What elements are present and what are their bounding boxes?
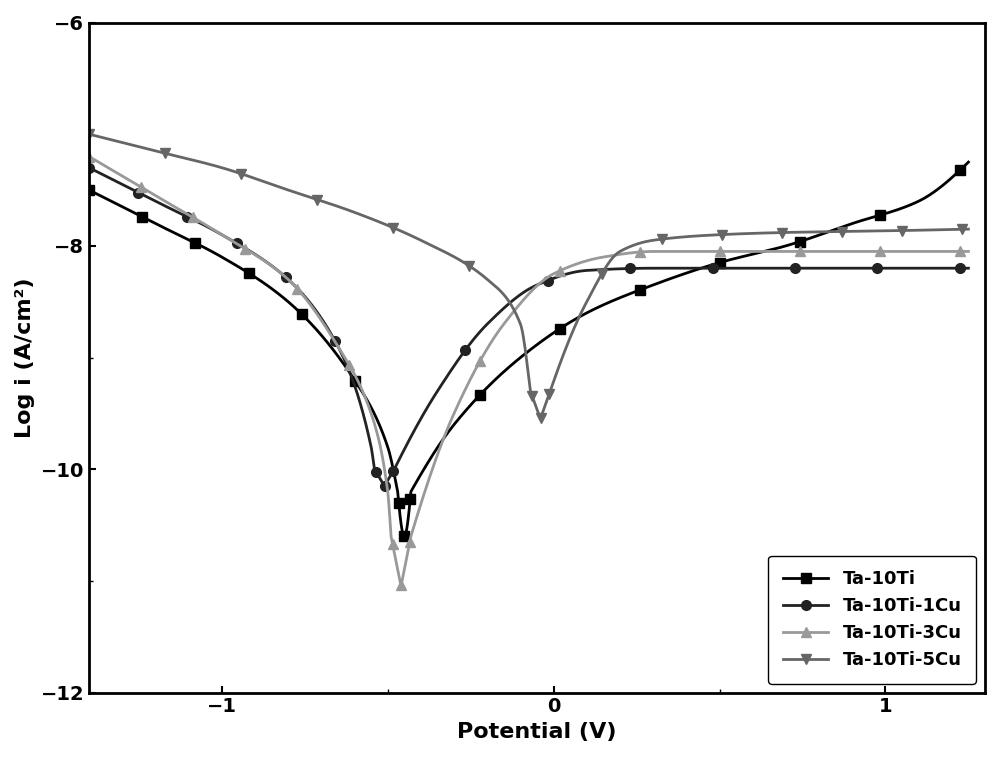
Line: Ta-10Ti-5Cu: Ta-10Ti-5Cu [84, 129, 973, 424]
Ta-10Ti-5Cu [618, 245, 630, 254]
Ta-10Ti [83, 185, 95, 195]
Ta-10Ti-1Cu [427, 394, 439, 403]
Ta-10Ti-5Cu [572, 314, 584, 323]
Ta-10Ti-5Cu [92, 132, 104, 141]
Line: Ta-10Ti-3Cu: Ta-10Ti-3Cu [84, 151, 973, 591]
Y-axis label: Log i (A/cm²): Log i (A/cm²) [15, 277, 35, 438]
X-axis label: Potential (V): Potential (V) [457, 722, 617, 742]
Ta-10Ti-3Cu [962, 247, 974, 256]
Ta-10Ti-1Cu [378, 481, 390, 491]
Ta-10Ti-1Cu [831, 263, 843, 273]
Ta-10Ti [89, 188, 101, 198]
Line: Ta-10Ti-1Cu: Ta-10Ti-1Cu [84, 163, 973, 491]
Ta-10Ti-5Cu [867, 226, 879, 235]
Ta-10Ti-5Cu [962, 225, 974, 234]
Ta-10Ti [962, 157, 974, 167]
Ta-10Ti-1Cu [83, 164, 95, 173]
Ta-10Ti-3Cu [442, 422, 454, 431]
Ta-10Ti-1Cu [376, 478, 388, 488]
Ta-10Ti-5Cu [534, 414, 546, 423]
Ta-10Ti-3Cu [89, 155, 101, 164]
Ta-10Ti-3Cu [99, 161, 111, 170]
Ta-10Ti-5Cu [532, 409, 544, 418]
Ta-10Ti-3Cu [835, 247, 847, 256]
Ta-10Ti [503, 363, 515, 372]
Ta-10Ti-1Cu [89, 166, 101, 175]
Ta-10Ti-1Cu [962, 263, 974, 273]
Ta-10Ti-5Cu [83, 129, 95, 139]
Ta-10Ti [442, 428, 454, 437]
Ta-10Ti-5Cu [107, 136, 119, 145]
Legend: Ta-10Ti, Ta-10Ti-1Cu, Ta-10Ti-3Cu, Ta-10Ti-5Cu: Ta-10Ti, Ta-10Ti-1Cu, Ta-10Ti-3Cu, Ta-10… [768, 556, 976, 684]
Ta-10Ti [100, 194, 112, 203]
Line: Ta-10Ti: Ta-10Ti [84, 157, 973, 541]
Ta-10Ti-3Cu [503, 313, 515, 322]
Ta-10Ti-1Cu [489, 312, 501, 321]
Ta-10Ti-3Cu [395, 581, 407, 590]
Ta-10Ti-1Cu [98, 171, 110, 180]
Ta-10Ti [835, 223, 847, 232]
Ta-10Ti [398, 531, 410, 540]
Ta-10Ti-3Cu [83, 152, 95, 161]
Ta-10Ti-3Cu [393, 572, 405, 581]
Ta-10Ti [397, 530, 409, 539]
